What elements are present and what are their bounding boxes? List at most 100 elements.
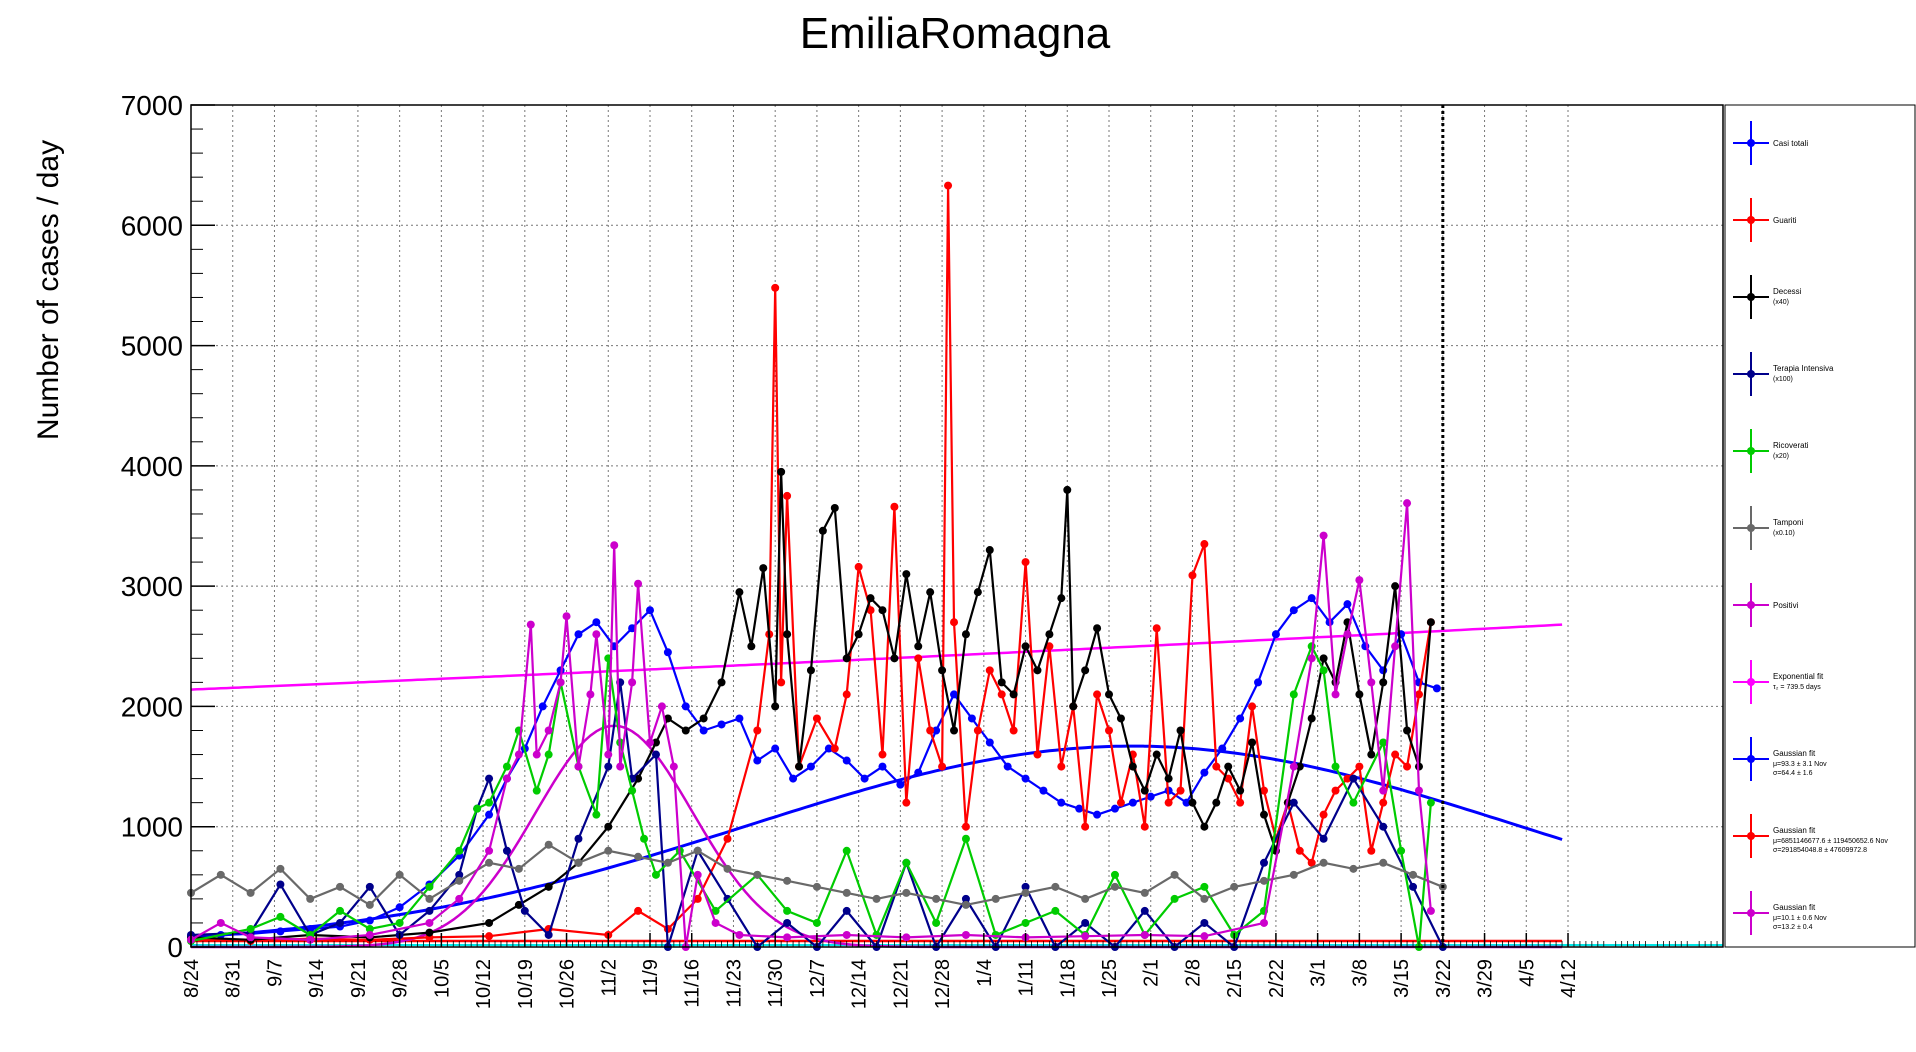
data-point — [896, 780, 905, 789]
data-point — [1331, 690, 1340, 699]
data-point — [455, 876, 464, 885]
legend-marker — [1747, 909, 1755, 917]
data-point — [961, 894, 970, 903]
legend-marker — [1747, 601, 1755, 609]
data-point — [783, 933, 792, 942]
data-point — [651, 870, 660, 879]
data-point — [973, 588, 982, 597]
data-point — [395, 918, 404, 927]
data-point — [693, 894, 702, 903]
data-point — [1409, 882, 1418, 891]
x-tick-label: 11/2 — [598, 959, 620, 996]
legend-entry: Exponential fit τ₂ = 739.5 days — [1733, 660, 1824, 704]
data-point — [276, 927, 285, 936]
x-tick-label: 10/5 — [431, 959, 453, 998]
data-point — [1075, 804, 1084, 813]
data-point — [1110, 870, 1119, 879]
data-point — [1093, 690, 1102, 699]
data-point — [1355, 576, 1364, 585]
data-point — [216, 918, 225, 927]
data-point — [592, 618, 601, 627]
x-tick-label: 1/25 — [1099, 959, 1121, 998]
data-point — [985, 546, 994, 555]
data-point — [455, 894, 464, 903]
data-point — [890, 502, 899, 511]
data-point — [735, 714, 744, 723]
data-point — [1200, 882, 1209, 891]
data-point — [663, 858, 672, 867]
x-tick-label: 2/15 — [1224, 959, 1246, 998]
data-point — [991, 930, 1000, 939]
data-point — [473, 804, 482, 813]
data-point — [902, 888, 911, 897]
data-point — [1236, 786, 1245, 795]
data-point — [485, 798, 494, 807]
data-point — [783, 918, 792, 927]
data-point — [771, 283, 780, 292]
data-point — [812, 918, 821, 927]
legend-label: Decessi — [1773, 287, 1802, 296]
data-point — [973, 726, 982, 735]
data-point — [1409, 870, 1418, 879]
data-point — [1403, 762, 1412, 771]
data-point — [961, 834, 970, 843]
data-point — [634, 579, 643, 588]
x-tick-label: 11/23 — [723, 959, 745, 1008]
legend-marker — [1747, 755, 1755, 763]
data-point — [1426, 906, 1435, 915]
data-point — [914, 642, 923, 651]
legend-label: Terapia Intensiva — [1773, 364, 1834, 373]
series-guariti — [187, 181, 1435, 945]
data-point — [574, 858, 583, 867]
x-tick-label: 10/19 — [515, 959, 537, 1009]
x-tick-label: 12/21 — [890, 959, 912, 1009]
data-point — [604, 846, 613, 855]
data-point — [872, 894, 881, 903]
data-point — [544, 726, 553, 735]
data-point — [336, 906, 345, 915]
data-point — [604, 750, 613, 759]
data-point — [997, 678, 1006, 687]
y-tick-label: 4000 — [121, 451, 183, 482]
data-point — [1230, 882, 1239, 891]
data-point — [1200, 768, 1209, 777]
x-tick-label: 9/28 — [390, 959, 412, 998]
data-point — [1176, 786, 1185, 795]
data-point — [783, 906, 792, 915]
data-point — [1367, 846, 1376, 855]
fit-curve — [190, 744, 1563, 939]
data-point — [1426, 798, 1435, 807]
x-tick-label: 2/8 — [1182, 959, 1204, 987]
x-tick-label: 11/30 — [765, 959, 787, 1008]
y-tick-label: 3000 — [121, 571, 183, 602]
legend-marker — [1747, 678, 1755, 686]
data-point — [866, 606, 875, 615]
data-point — [1295, 762, 1304, 771]
data-point — [365, 924, 374, 933]
data-point — [1212, 762, 1221, 771]
data-point — [932, 918, 941, 927]
data-point — [842, 846, 851, 855]
data-point — [1343, 774, 1352, 783]
data-point — [1021, 918, 1030, 927]
data-point — [1319, 834, 1328, 843]
x-tick-label: 12/14 — [849, 959, 871, 1009]
data-point — [824, 744, 833, 753]
y-tick-label: 6000 — [121, 210, 183, 241]
data-point — [878, 606, 887, 615]
data-point — [306, 935, 315, 944]
data-point — [771, 744, 780, 753]
data-point — [1105, 726, 1114, 735]
data-point — [1093, 810, 1102, 819]
x-tick-label: 12/7 — [807, 959, 829, 998]
data-point — [830, 744, 839, 753]
data-point — [604, 762, 613, 771]
data-point — [723, 864, 732, 873]
legend-sublabel-2: σ=291854048.8 ± 47609972.8 — [1773, 847, 1867, 854]
data-point — [1355, 762, 1364, 771]
data-point — [628, 786, 637, 795]
x-tick-label: 11/16 — [682, 959, 704, 1008]
x-tick-label: 3/22 — [1433, 959, 1455, 998]
data-point — [753, 726, 762, 735]
